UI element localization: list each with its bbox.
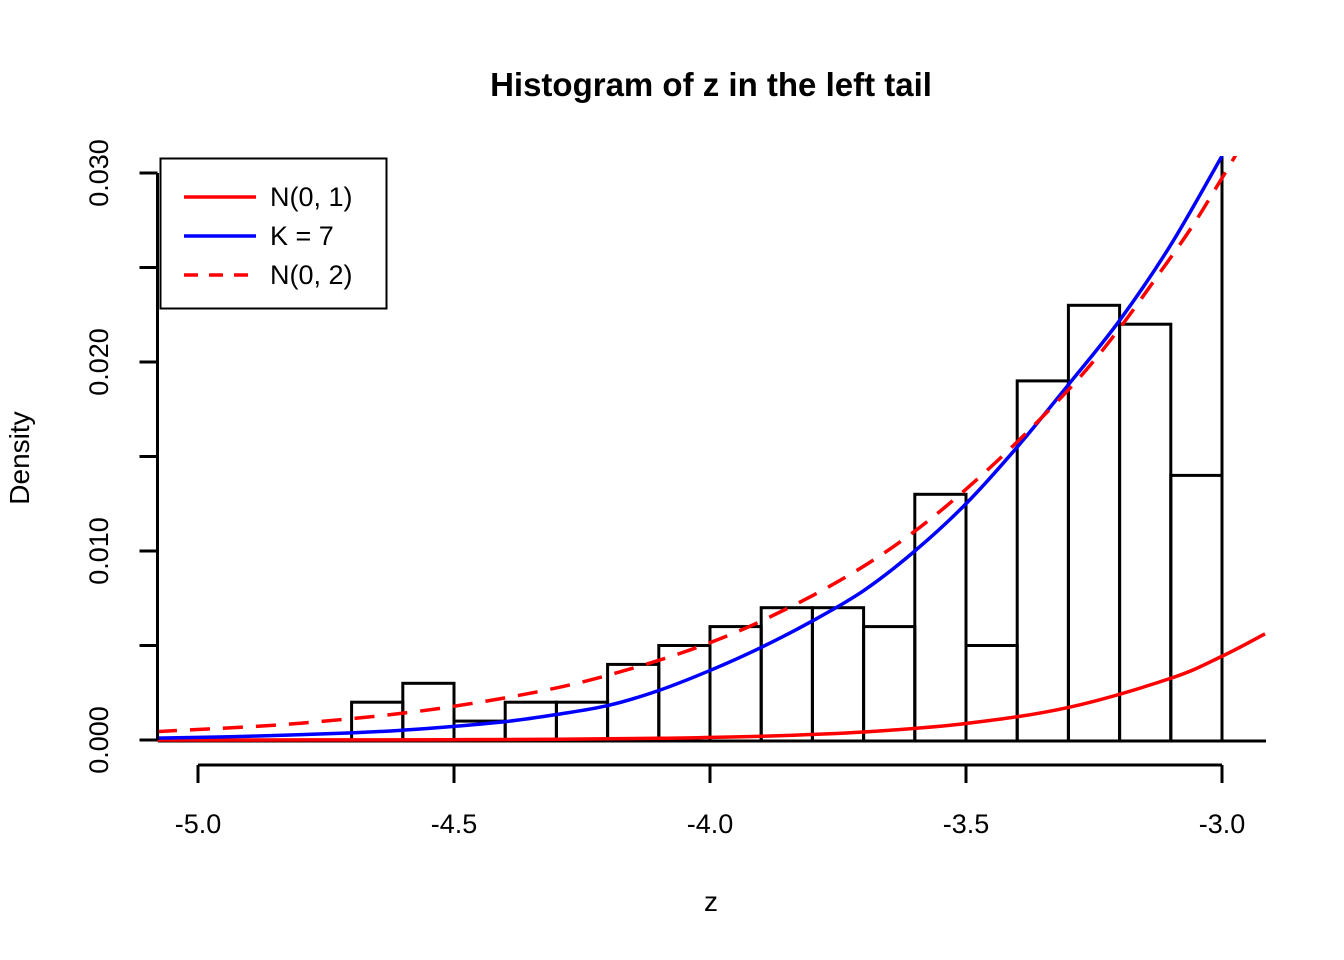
y-axis: 0.000 0.010 0.020 0.030 [84,139,159,774]
chart-title: Histogram of z in the left tail [490,66,932,103]
x-tick-label: -4.5 [431,809,478,839]
x-tick-label: -5.0 [175,809,222,839]
curve-n01 [157,632,1266,742]
y-tick-label: 0.030 [84,139,114,207]
legend-entry-label: N(0, 2) [270,260,353,290]
plot-area [157,156,1266,743]
histogram-bar [913,492,968,743]
y-tick-label: 0.010 [84,517,114,585]
histogram-bar [1220,156,1266,743]
y-tick-label: 0.000 [84,706,114,774]
y-axis-title: Density [4,411,35,504]
x-tick-label: -3.5 [943,809,990,839]
x-axis-title: z [704,886,718,917]
x-tick-label: -4.0 [687,809,734,839]
legend: N(0, 1) K = 7 N(0, 2) [159,157,388,310]
curve-k7 [157,156,1224,740]
legend-entry-label: N(0, 1) [270,182,353,212]
y-tick-label: 0.020 [84,328,114,396]
legend-entry-label: K = 7 [270,221,334,251]
x-axis: -5.0 -4.5 -4.0 -3.5 -3.0 [175,763,1246,839]
legend-box [159,157,388,310]
x-tick-label: -3.0 [1199,809,1246,839]
